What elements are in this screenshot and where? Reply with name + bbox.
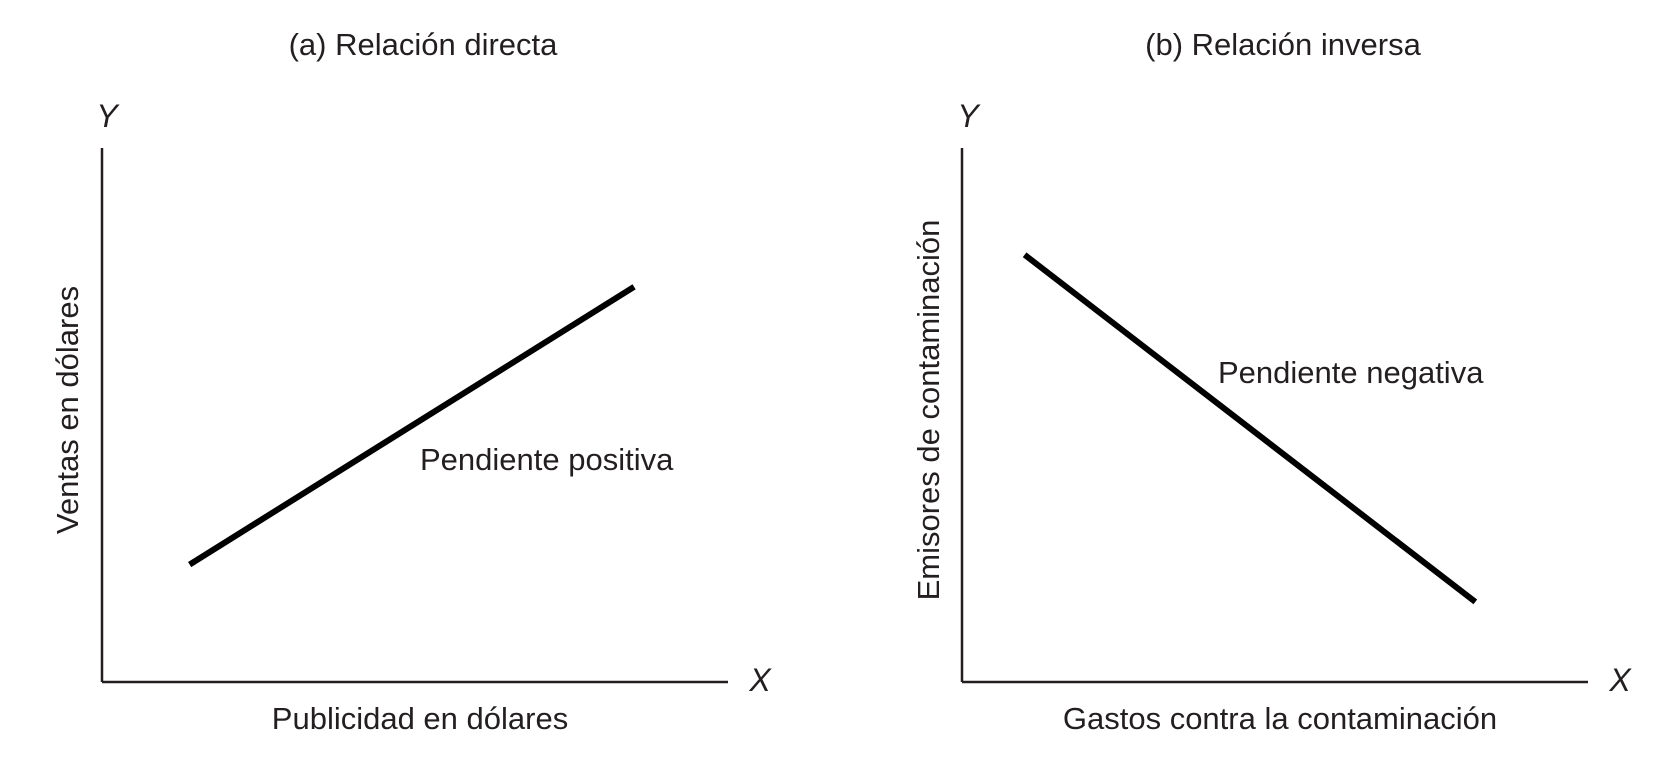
panel-a-title: (a) Relación directa <box>289 27 559 62</box>
panel-b-x-axis-label: Gastos contra la contaminación <box>1063 701 1497 736</box>
panel-a-slope-annotation: Pendiente positiva <box>420 442 674 477</box>
panel-b-title: (b) Relación inversa <box>1145 27 1421 62</box>
panel-a-y-axis-symbol: Y <box>96 98 120 134</box>
panel-a-y-axis-label: Ventas en dólares <box>50 286 85 534</box>
panel-b-x-axis-symbol: X <box>1608 662 1632 698</box>
panel-b-y-axis-label: Emisores de contaminación <box>911 220 946 601</box>
panel-a-x-axis-symbol: X <box>748 662 772 698</box>
panel-b-y-axis-symbol: Y <box>957 98 981 134</box>
panel-b-slope-annotation: Pendiente negativa <box>1218 355 1484 390</box>
panel-a-positive-slope-line <box>188 284 636 568</box>
panel-a: (a) Relación directa Y Ventas en dólares… <box>50 27 772 736</box>
panel-b-negative-slope-line <box>1022 252 1478 605</box>
panel-a-x-axis-label: Publicidad en dólares <box>272 701 568 736</box>
panel-b: (b) Relación inversa Y Emisores de conta… <box>911 27 1632 736</box>
